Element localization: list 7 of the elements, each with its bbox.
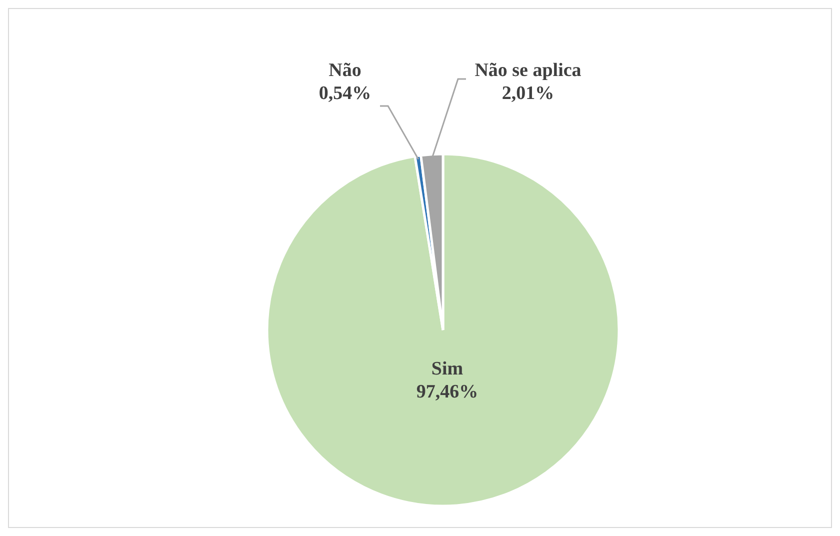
slice-label: Não bbox=[328, 60, 362, 81]
slice-label: Sim bbox=[431, 358, 464, 380]
slice-label: Não se aplica bbox=[474, 60, 582, 81]
data-label: 0,54% bbox=[318, 83, 372, 104]
data-label: 2,01% bbox=[502, 83, 554, 104]
pie-slice bbox=[266, 152, 620, 508]
data-label: 97,46% bbox=[416, 382, 478, 403]
